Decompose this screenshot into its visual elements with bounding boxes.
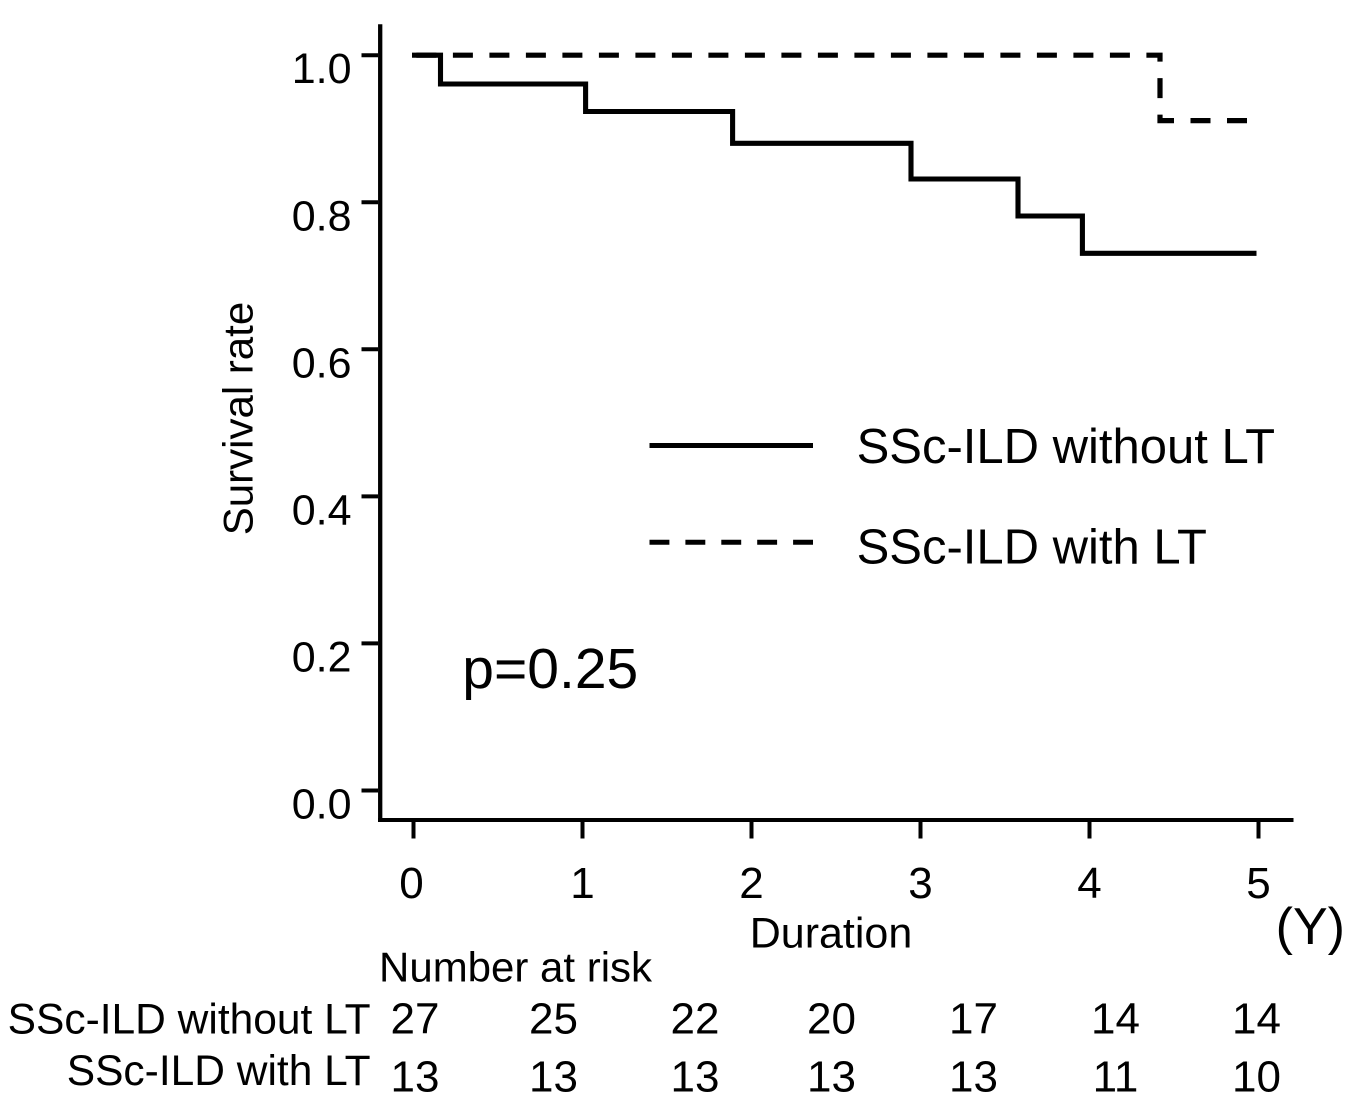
svg-text:SSc-ILD without LT: SSc-ILD without LT [857, 420, 1275, 474]
svg-text:3: 3 [908, 859, 932, 908]
svg-text:2: 2 [739, 859, 763, 908]
svg-text:Number at risk: Number at risk [379, 944, 653, 991]
svg-text:p=0.25: p=0.25 [462, 637, 638, 701]
svg-text:0.6: 0.6 [292, 339, 352, 387]
svg-text:13: 13 [949, 1053, 998, 1102]
svg-text:11: 11 [1093, 1053, 1139, 1102]
svg-text:22: 22 [671, 995, 720, 1044]
svg-text:14: 14 [1232, 995, 1281, 1044]
svg-text:SSc-ILD without LT: SSc-ILD without LT [8, 997, 371, 1044]
svg-text:5: 5 [1246, 859, 1270, 908]
svg-text:14: 14 [1091, 995, 1140, 1044]
svg-text:13: 13 [391, 1053, 440, 1102]
svg-text:13: 13 [529, 1053, 578, 1102]
svg-text:25: 25 [529, 995, 578, 1044]
svg-text:20: 20 [807, 995, 856, 1044]
svg-text:Duration: Duration [750, 910, 913, 958]
svg-text:1.0: 1.0 [292, 45, 352, 93]
svg-text:17: 17 [949, 995, 998, 1044]
svg-text:Survival rate: Survival rate [215, 302, 262, 535]
svg-text:10: 10 [1232, 1053, 1281, 1102]
svg-text:SSc-ILD with LT: SSc-ILD with LT [857, 520, 1207, 574]
svg-text:1: 1 [570, 859, 594, 908]
svg-text:4: 4 [1077, 859, 1101, 908]
svg-text:0.4: 0.4 [292, 486, 352, 534]
svg-text:0.0: 0.0 [292, 781, 352, 829]
svg-text:13: 13 [671, 1053, 720, 1102]
svg-text:13: 13 [807, 1053, 856, 1102]
svg-text:SSc-ILD with LT: SSc-ILD with LT [67, 1048, 371, 1095]
svg-text:(Y): (Y) [1276, 898, 1345, 956]
svg-text:0: 0 [399, 859, 423, 908]
svg-text:0.8: 0.8 [292, 192, 352, 240]
svg-text:0.2: 0.2 [292, 633, 352, 681]
svg-text:27: 27 [391, 995, 440, 1044]
